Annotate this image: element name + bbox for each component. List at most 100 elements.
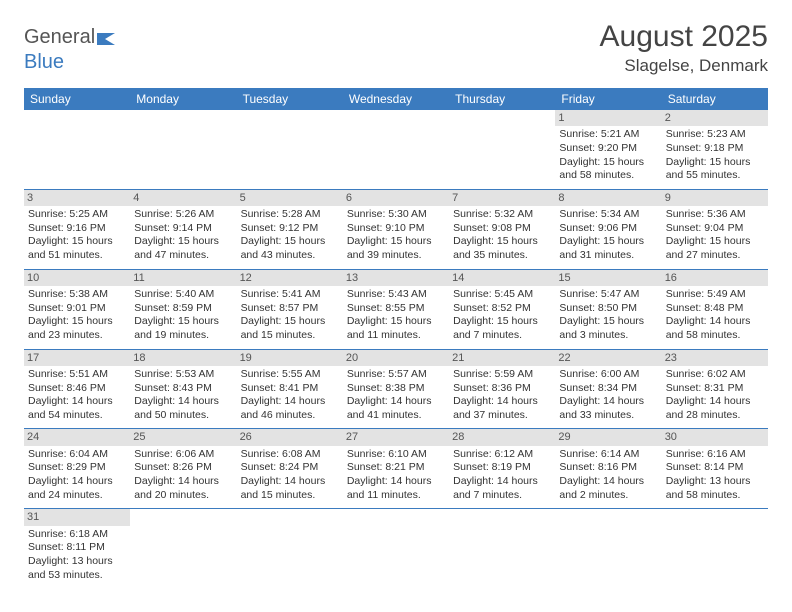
calendar-day-cell: 22Sunrise: 6:00 AMSunset: 8:34 PMDayligh…	[555, 349, 661, 429]
sunset-text: Sunset: 8:24 PM	[241, 461, 339, 475]
calendar-day-cell: 26Sunrise: 6:08 AMSunset: 8:24 PMDayligh…	[237, 429, 343, 509]
weekday-header: Monday	[130, 88, 236, 110]
day-number: 4	[130, 190, 236, 206]
calendar-day-cell: 18Sunrise: 5:53 AMSunset: 8:43 PMDayligh…	[130, 349, 236, 429]
sunrise-text: Sunrise: 5:53 AM	[134, 368, 232, 382]
daylight-text: Daylight: 14 hours and 37 minutes.	[453, 395, 551, 422]
daylight-text: Daylight: 14 hours and 28 minutes.	[666, 395, 764, 422]
sunset-text: Sunset: 9:16 PM	[28, 222, 126, 236]
calendar-day-cell: 13Sunrise: 5:43 AMSunset: 8:55 PMDayligh…	[343, 269, 449, 349]
sunset-text: Sunset: 8:50 PM	[559, 302, 657, 316]
calendar-day-cell: 25Sunrise: 6:06 AMSunset: 8:26 PMDayligh…	[130, 429, 236, 509]
sunset-text: Sunset: 9:20 PM	[559, 142, 657, 156]
logo-part2: Blue	[24, 51, 64, 73]
logo-text: GeneralBlue	[24, 26, 118, 74]
sunset-text: Sunset: 8:21 PM	[347, 461, 445, 475]
sunset-text: Sunset: 8:57 PM	[241, 302, 339, 316]
sunset-text: Sunset: 8:48 PM	[666, 302, 764, 316]
calendar-week-row: 3Sunrise: 5:25 AMSunset: 9:16 PMDaylight…	[24, 189, 768, 269]
sunrise-text: Sunrise: 5:21 AM	[559, 128, 657, 142]
sunrise-text: Sunrise: 5:38 AM	[28, 288, 126, 302]
flag-icon	[97, 28, 117, 51]
daylight-text: Daylight: 15 hours and 23 minutes.	[28, 315, 126, 342]
calendar-day-cell: 14Sunrise: 5:45 AMSunset: 8:52 PMDayligh…	[449, 269, 555, 349]
calendar-table: Sunday Monday Tuesday Wednesday Thursday…	[24, 88, 768, 588]
calendar-day-cell: 27Sunrise: 6:10 AMSunset: 8:21 PMDayligh…	[343, 429, 449, 509]
calendar-day-cell: 16Sunrise: 5:49 AMSunset: 8:48 PMDayligh…	[662, 269, 768, 349]
calendar-day-cell: 23Sunrise: 6:02 AMSunset: 8:31 PMDayligh…	[662, 349, 768, 429]
sunrise-text: Sunrise: 5:36 AM	[666, 208, 764, 222]
daylight-text: Daylight: 15 hours and 15 minutes.	[241, 315, 339, 342]
sunset-text: Sunset: 8:46 PM	[28, 382, 126, 396]
sunrise-text: Sunrise: 5:32 AM	[453, 208, 551, 222]
day-number: 1	[555, 110, 661, 126]
daylight-text: Daylight: 15 hours and 27 minutes.	[666, 235, 764, 262]
daylight-text: Daylight: 15 hours and 55 minutes.	[666, 156, 764, 183]
day-number: 18	[130, 350, 236, 366]
day-number: 7	[449, 190, 555, 206]
calendar-day-cell: 17Sunrise: 5:51 AMSunset: 8:46 PMDayligh…	[24, 349, 130, 429]
weekday-header: Thursday	[449, 88, 555, 110]
day-number: 27	[343, 429, 449, 445]
sunrise-text: Sunrise: 5:43 AM	[347, 288, 445, 302]
sunrise-text: Sunrise: 5:45 AM	[453, 288, 551, 302]
daylight-text: Daylight: 15 hours and 43 minutes.	[241, 235, 339, 262]
daylight-text: Daylight: 15 hours and 58 minutes.	[559, 156, 657, 183]
day-number: 21	[449, 350, 555, 366]
calendar-day-cell: 21Sunrise: 5:59 AMSunset: 8:36 PMDayligh…	[449, 349, 555, 429]
daylight-text: Daylight: 13 hours and 53 minutes.	[28, 555, 126, 582]
daylight-text: Daylight: 15 hours and 19 minutes.	[134, 315, 232, 342]
day-number: 12	[237, 270, 343, 286]
calendar-day-cell	[237, 509, 343, 588]
day-number: 19	[237, 350, 343, 366]
calendar-day-cell: 3Sunrise: 5:25 AMSunset: 9:16 PMDaylight…	[24, 189, 130, 269]
sunset-text: Sunset: 8:41 PM	[241, 382, 339, 396]
calendar-week-row: 31Sunrise: 6:18 AMSunset: 8:11 PMDayligh…	[24, 509, 768, 588]
weekday-header: Tuesday	[237, 88, 343, 110]
daylight-text: Daylight: 14 hours and 50 minutes.	[134, 395, 232, 422]
day-number: 3	[24, 190, 130, 206]
logo: GeneralBlue	[24, 26, 118, 74]
sunset-text: Sunset: 8:38 PM	[347, 382, 445, 396]
day-number: 23	[662, 350, 768, 366]
daylight-text: Daylight: 15 hours and 47 minutes.	[134, 235, 232, 262]
month-title: August 2025	[600, 20, 768, 54]
calendar-day-cell: 19Sunrise: 5:55 AMSunset: 8:41 PMDayligh…	[237, 349, 343, 429]
sunset-text: Sunset: 8:14 PM	[666, 461, 764, 475]
day-number: 10	[24, 270, 130, 286]
weekday-header: Sunday	[24, 88, 130, 110]
calendar-day-cell: 20Sunrise: 5:57 AMSunset: 8:38 PMDayligh…	[343, 349, 449, 429]
calendar-week-row: 10Sunrise: 5:38 AMSunset: 9:01 PMDayligh…	[24, 269, 768, 349]
daylight-text: Daylight: 14 hours and 20 minutes.	[134, 475, 232, 502]
daylight-text: Daylight: 15 hours and 39 minutes.	[347, 235, 445, 262]
calendar-day-cell: 2Sunrise: 5:23 AMSunset: 9:18 PMDaylight…	[662, 110, 768, 189]
sunset-text: Sunset: 8:19 PM	[453, 461, 551, 475]
calendar-day-cell	[343, 509, 449, 588]
calendar-day-cell	[555, 509, 661, 588]
header: GeneralBlue August 2025 Slagelse, Denmar…	[24, 20, 768, 76]
sunrise-text: Sunrise: 6:14 AM	[559, 448, 657, 462]
sunrise-text: Sunrise: 6:02 AM	[666, 368, 764, 382]
calendar-day-cell: 7Sunrise: 5:32 AMSunset: 9:08 PMDaylight…	[449, 189, 555, 269]
sunset-text: Sunset: 9:08 PM	[453, 222, 551, 236]
sunrise-text: Sunrise: 6:18 AM	[28, 528, 126, 542]
daylight-text: Daylight: 15 hours and 7 minutes.	[453, 315, 551, 342]
sunset-text: Sunset: 9:06 PM	[559, 222, 657, 236]
day-number: 24	[24, 429, 130, 445]
day-number: 14	[449, 270, 555, 286]
calendar-day-cell: 12Sunrise: 5:41 AMSunset: 8:57 PMDayligh…	[237, 269, 343, 349]
sunset-text: Sunset: 9:10 PM	[347, 222, 445, 236]
sunset-text: Sunset: 8:16 PM	[559, 461, 657, 475]
day-number: 11	[130, 270, 236, 286]
calendar-day-cell: 4Sunrise: 5:26 AMSunset: 9:14 PMDaylight…	[130, 189, 236, 269]
calendar-week-row: 17Sunrise: 5:51 AMSunset: 8:46 PMDayligh…	[24, 349, 768, 429]
day-number: 22	[555, 350, 661, 366]
sunrise-text: Sunrise: 5:55 AM	[241, 368, 339, 382]
sunrise-text: Sunrise: 6:12 AM	[453, 448, 551, 462]
calendar-day-cell	[24, 110, 130, 189]
daylight-text: Daylight: 14 hours and 24 minutes.	[28, 475, 126, 502]
calendar-day-cell	[449, 110, 555, 189]
day-number: 15	[555, 270, 661, 286]
calendar-body: 1Sunrise: 5:21 AMSunset: 9:20 PMDaylight…	[24, 110, 768, 588]
calendar-day-cell: 15Sunrise: 5:47 AMSunset: 8:50 PMDayligh…	[555, 269, 661, 349]
